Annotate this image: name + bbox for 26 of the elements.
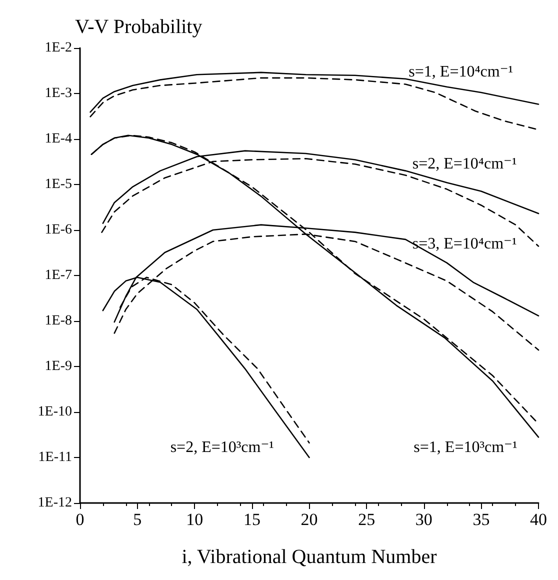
x-tick-label: 40 [530, 510, 547, 529]
x-tick-label: 5 [133, 510, 142, 529]
y-tick-label: 1E-11 [38, 450, 72, 465]
annotation: s=1, E=10⁴cm⁻¹ [408, 64, 514, 81]
x-tick-label: 10 [186, 510, 204, 529]
x-tick-label: 20 [300, 510, 318, 529]
annotation: s=2, E=10³cm⁻¹ [170, 439, 274, 456]
y-tick-label: 1E-9 [44, 359, 72, 374]
y-tick-label: 1E-7 [44, 268, 72, 283]
y-tick-label: 1E-10 [38, 404, 72, 420]
y-tick-label: 1E-4 [44, 132, 72, 146]
y-tick-label: 1E-6 [44, 222, 72, 238]
annotation: s=1, E=10³cm⁻¹ [414, 439, 518, 456]
y-tick-label: 1E-8 [44, 314, 72, 328]
chart-title: V-V Probability [75, 16, 202, 38]
x-tick-label: 30 [415, 510, 432, 529]
x-axis-title: i, Vibrational Quantum Number [182, 546, 438, 568]
x-tick-label: 35 [472, 510, 490, 529]
y-tick-label: 1E-3 [44, 86, 72, 101]
y-tick-label: 1E-12 [38, 496, 72, 510]
x-tick-label: 25 [358, 510, 376, 529]
y-tick-label: 1E-5 [44, 177, 72, 192]
annotation: s=2, E=10⁴cm⁻¹ [412, 156, 517, 172]
x-tick-label: 0 [76, 510, 84, 529]
y-tick-label: 1E-2 [44, 40, 72, 56]
x-tick-label: 15 [243, 510, 260, 529]
